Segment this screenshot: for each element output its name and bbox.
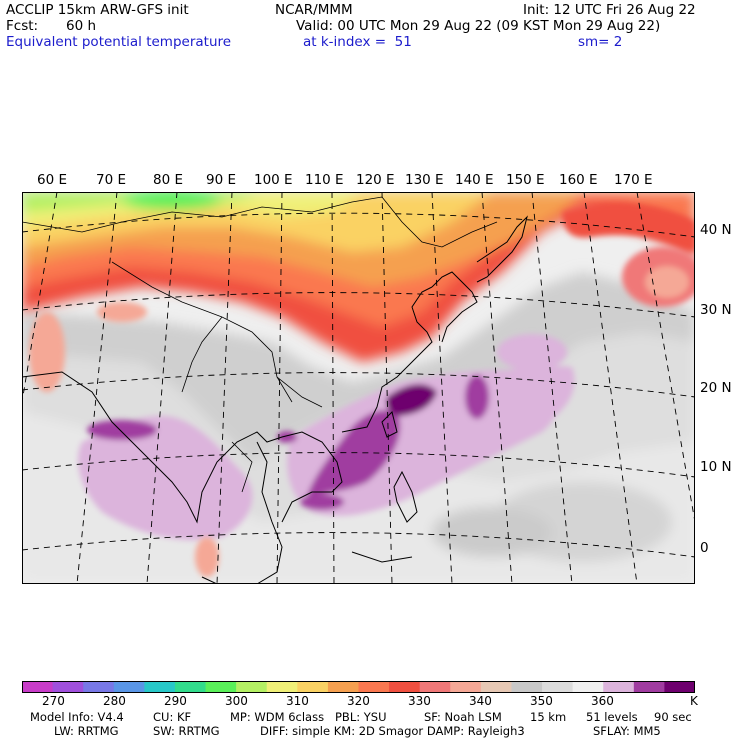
lon-label: 110 E xyxy=(305,172,344,188)
lat-label: 10 N xyxy=(700,459,732,475)
lat-label: 0 xyxy=(700,540,709,556)
colorbar-swatch xyxy=(266,681,298,693)
colorbar-tick-label: 320 xyxy=(347,694,370,708)
colorbar-swatch xyxy=(633,681,665,693)
colorbar-swatch xyxy=(480,681,512,693)
model-info-mp: MP: WDM 6class xyxy=(230,710,325,724)
institution-label: NCAR/MMM xyxy=(275,2,353,18)
colorbar-tick-label: 350 xyxy=(530,694,553,708)
lon-label: 170 E xyxy=(614,172,653,188)
colorbar-swatch xyxy=(22,681,54,693)
level-label: at k-index = 51 xyxy=(303,34,412,50)
init-time: Init: 12 UTC Fri 26 Aug 22 xyxy=(523,2,696,18)
field-name: Equivalent potential temperature xyxy=(6,34,232,50)
model-info-pbl: PBL: YSU xyxy=(335,710,387,724)
model-info-diff: DIFF: simple KM: 2D Smagor DAMP: Rayleig… xyxy=(260,724,525,738)
theta-e-tropical-purple xyxy=(78,334,575,541)
colorbar-tick-label: 330 xyxy=(408,694,431,708)
colorbar-unit: K xyxy=(690,694,698,708)
colorbar-tick-label: 340 xyxy=(469,694,492,708)
lat-label: 30 N xyxy=(700,302,732,318)
lon-label: 80 E xyxy=(153,172,183,188)
colorbar-swatch xyxy=(542,681,574,693)
colorbar-swatch xyxy=(83,681,115,693)
model-title: ACCLIP 15km ARW-GFS init xyxy=(6,2,189,18)
colorbar-swatch xyxy=(236,681,268,693)
model-info-levels: 51 levels xyxy=(586,710,638,724)
theta-e-map xyxy=(22,192,695,584)
lon-label: 160 E xyxy=(559,172,598,188)
colorbar-tick-label: 310 xyxy=(286,694,309,708)
lon-label: 90 E xyxy=(206,172,236,188)
colorbar-swatch xyxy=(419,681,451,693)
colorbar-swatch xyxy=(389,681,421,693)
model-info-sflay: SFLAY: MM5 xyxy=(593,724,661,738)
forecast-hours: 60 h xyxy=(66,18,97,34)
model-info-version: Model Info: V4.4 xyxy=(30,710,124,724)
lat-label: 40 N xyxy=(700,222,732,238)
colorbar-tick-label: 290 xyxy=(164,694,187,708)
colorbar-swatch xyxy=(358,681,390,693)
lon-label: 60 E xyxy=(37,172,67,188)
forecast-label: Fcst: xyxy=(6,18,39,34)
model-info-resolution: 15 km xyxy=(530,710,567,724)
lon-label: 120 E xyxy=(356,172,395,188)
theta-e-warm-zone xyxy=(22,192,695,362)
model-info-cu: CU: KF xyxy=(153,710,192,724)
model-info-sf: SF: Noah LSM xyxy=(424,710,502,724)
graticule xyxy=(22,192,695,584)
colorbar-swatch xyxy=(572,681,604,693)
map-frame xyxy=(22,192,695,584)
colorbar-swatch xyxy=(664,681,695,693)
colorbar-swatch xyxy=(450,681,482,693)
model-info-lw: LW: RRTMG xyxy=(54,724,119,738)
colorbar-swatch xyxy=(511,681,543,693)
lon-label: 140 E xyxy=(455,172,494,188)
colorbar-swatch xyxy=(297,681,329,693)
lon-label: 100 E xyxy=(254,172,293,188)
model-info-timestep: 90 sec xyxy=(654,710,692,724)
lat-label: 20 N xyxy=(700,380,732,396)
model-info-sw: SW: RRTMG xyxy=(153,724,220,738)
colorbar-tick-label: 360 xyxy=(591,694,614,708)
colorbar-swatch xyxy=(327,681,359,693)
colorbar xyxy=(22,681,695,693)
colorbar-tick-label: 270 xyxy=(42,694,65,708)
valid-time: Valid: 00 UTC Mon 29 Aug 22 (09 KST Mon … xyxy=(296,18,661,34)
colorbar-swatch xyxy=(52,681,84,693)
lon-label: 130 E xyxy=(405,172,444,188)
lon-label: 70 E xyxy=(96,172,126,188)
colorbar-tick-label: 280 xyxy=(103,694,126,708)
coastlines xyxy=(22,215,528,584)
colorbar-tick-label: 300 xyxy=(225,694,248,708)
colorbar-swatch xyxy=(144,681,176,693)
colorbar-swatch xyxy=(603,681,635,693)
colorbar-swatch xyxy=(174,681,207,693)
colorbar-swatch xyxy=(205,681,237,693)
smoothing-label: sm= 2 xyxy=(578,34,623,50)
colorbar-swatch xyxy=(113,681,145,693)
theta-e-pacific-swirl xyxy=(562,203,695,307)
colorbar-frame xyxy=(22,681,695,693)
theta-e-warm-patches xyxy=(29,302,219,577)
lon-label: 150 E xyxy=(506,172,545,188)
